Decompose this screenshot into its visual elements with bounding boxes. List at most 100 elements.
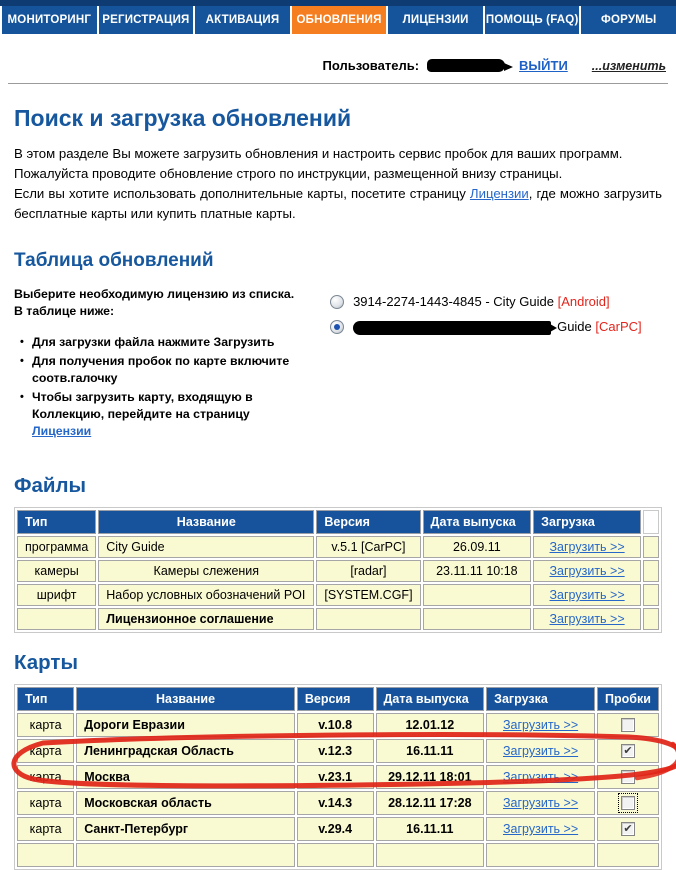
map-type: карта	[17, 713, 75, 737]
intro-line-3: Если вы хотите использовать дополнительн…	[14, 184, 662, 224]
table-row: карта Москва v.23.1 29.12.11 18:01 Загру…	[17, 765, 659, 789]
download-link[interactable]: Загрузить >>	[502, 770, 579, 784]
download-link[interactable]: Загрузить >>	[502, 796, 579, 810]
download-link[interactable]: Загрузить >>	[549, 564, 625, 578]
files-col-name: Название	[98, 510, 315, 534]
logout-link[interactable]: ВЫЙТИ	[519, 58, 568, 73]
instruction-list: Для загрузки файла нажмите Загрузить Для…	[20, 334, 312, 440]
table-row: шрифт Набор условных обозначений POI [SY…	[17, 584, 659, 606]
files-col-extra	[642, 510, 659, 534]
maps-col-name: Название	[76, 687, 295, 711]
instruction-bullet-2: Для получения пробок по карте включите с…	[20, 353, 312, 387]
intro-text: В этом разделе Вы можете загрузить обнов…	[14, 144, 662, 224]
download-link[interactable]: Загрузить >>	[549, 540, 625, 554]
maps-col-traffic: Пробки	[597, 687, 659, 711]
map-version: v.29.4	[296, 817, 374, 841]
traffic-checkbox-focused[interactable]	[618, 793, 639, 813]
intro-line-3-text: Если вы хотите использовать дополнительн…	[14, 186, 470, 201]
instruction-line-2: В таблице ниже:	[14, 304, 115, 318]
nav-tab-updates-active[interactable]: ОБНОВЛЕНИЯ	[289, 6, 387, 34]
nav-tab-help-faq[interactable]: ПОМОЩЬ (FAQ)	[482, 6, 580, 34]
table-row: программа City Guide v.5.1 [CarPC] 26.09…	[17, 536, 659, 558]
change-user-link[interactable]: ...изменить	[591, 58, 666, 73]
instruction-bullet-1: Для загрузки файла нажмите Загрузить	[20, 334, 312, 351]
nav-tab-registration[interactable]: РЕГИСТРАЦИЯ	[96, 6, 194, 34]
radio-carpc[interactable]	[330, 319, 345, 334]
traffic-checkbox[interactable]	[621, 822, 636, 836]
licenses-link-intro[interactable]: Лицензии	[469, 186, 529, 201]
traffic-checkbox[interactable]	[621, 744, 636, 758]
maps-section-title: Карты	[14, 651, 78, 674]
file-name: City Guide	[98, 536, 315, 558]
redacted-username	[427, 59, 514, 72]
file-type: шрифт	[17, 584, 97, 606]
map-name: Московская область	[76, 791, 295, 815]
nav-tab-licenses[interactable]: ЛИЦЕНЗИИ	[386, 6, 483, 34]
main-navigation: МОНИТОРИНГ РЕГИСТРАЦИЯ АКТИВАЦИЯ ОБНОВЛЕ…	[0, 6, 676, 34]
table-row-partial	[17, 843, 659, 867]
empty-cell	[642, 560, 659, 582]
file-version	[316, 608, 421, 630]
map-date: 29.12.11 18:01	[375, 765, 485, 789]
files-section-title: Файлы	[14, 474, 87, 497]
map-type: карта	[17, 765, 75, 789]
map-version: v.14.3	[296, 791, 374, 815]
intro-line-3-tail: , где можно загрузить бесплатные карты и…	[14, 186, 662, 221]
map-version: v.10.8	[296, 713, 374, 737]
file-version: v.5.1 [CarPC]	[316, 536, 421, 558]
table-row: карта Московская область v.14.3 28.12.11…	[17, 791, 659, 815]
map-date: 28.12.11 17:28	[375, 791, 485, 815]
license-label-carpc: Guide [CarPC]	[353, 319, 642, 335]
map-name: Санкт-Петербург	[76, 817, 295, 841]
file-date: 26.09.11	[422, 536, 532, 558]
map-date: 16.11.11	[375, 739, 485, 763]
instruction-bullet-3: Чтобы загрузить карту, входящую в Коллек…	[20, 389, 312, 440]
file-date	[422, 608, 532, 630]
file-name: Лицензионное соглашение	[98, 608, 315, 630]
table-row: Лицензионное соглашение Загрузить >>	[17, 608, 659, 630]
maps-col-download: Загрузка	[486, 687, 596, 711]
user-label: Пользователь:	[322, 58, 420, 73]
maps-table: Тип Название Версия Дата выпуска Загрузк…	[14, 684, 662, 870]
nav-tab-monitoring[interactable]: МОНИТОРИНГ	[0, 6, 97, 34]
map-version: v.23.1	[296, 765, 374, 789]
user-bar: Пользователь: ВЫЙТИ ...изменить	[0, 58, 666, 73]
traffic-checkbox[interactable]	[621, 718, 636, 732]
nav-tab-activation[interactable]: АКТИВАЦИЯ	[193, 6, 290, 34]
download-link[interactable]: Загрузить >>	[502, 822, 579, 836]
map-name: Ленинградская Область	[76, 739, 295, 763]
updates-section-title: Таблица обновлений	[14, 250, 214, 271]
download-link[interactable]: Загрузить >>	[549, 612, 625, 626]
maps-col-type: Тип	[17, 687, 75, 711]
empty-cell	[642, 584, 659, 606]
license-option-android[interactable]: 3914-2274-1443-4845 - City Guide [Androi…	[330, 294, 662, 309]
platform-carpc: [CarPC]	[595, 319, 642, 334]
divider	[8, 83, 668, 84]
maps-col-version: Версия	[296, 687, 374, 711]
map-name: Дороги Евразии	[76, 713, 295, 737]
files-header-row: Тип Название Версия Дата выпуска Загрузк…	[17, 510, 659, 534]
map-type: карта	[17, 817, 75, 841]
top-border-strip	[0, 0, 676, 6]
license-option-carpc[interactable]: Guide [CarPC]	[330, 319, 662, 335]
map-type: карта	[17, 739, 75, 763]
table-row-highlighted: карта Ленинградская Область v.12.3 16.11…	[17, 739, 659, 763]
file-date: 23.11.11 10:18	[422, 560, 532, 582]
nav-tab-forums[interactable]: ФОРУМЫ	[579, 6, 676, 34]
map-name: Москва	[76, 765, 295, 789]
files-col-date: Дата выпуска	[422, 510, 532, 534]
licenses-link-bullet[interactable]: Лицензии	[32, 424, 92, 438]
intro-line-1: В этом разделе Вы можете загрузить обнов…	[14, 146, 623, 161]
radio-android[interactable]	[330, 294, 345, 309]
traffic-checkbox[interactable]	[621, 770, 636, 784]
license-selector: 3914-2274-1443-4845 - City Guide [Androi…	[312, 286, 662, 442]
maps-col-date: Дата выпуска	[375, 687, 485, 711]
platform-android: [Android]	[557, 294, 610, 309]
empty-cell	[642, 536, 659, 558]
page-title: Поиск и загрузка обновлений	[14, 105, 352, 131]
instruction-line-1: Выберите необходимую лицензию из списка.	[14, 287, 295, 301]
file-version: [radar]	[316, 560, 421, 582]
download-link[interactable]: Загрузить >>	[502, 744, 579, 758]
download-link[interactable]: Загрузить >>	[502, 718, 579, 732]
download-link[interactable]: Загрузить >>	[549, 588, 625, 602]
